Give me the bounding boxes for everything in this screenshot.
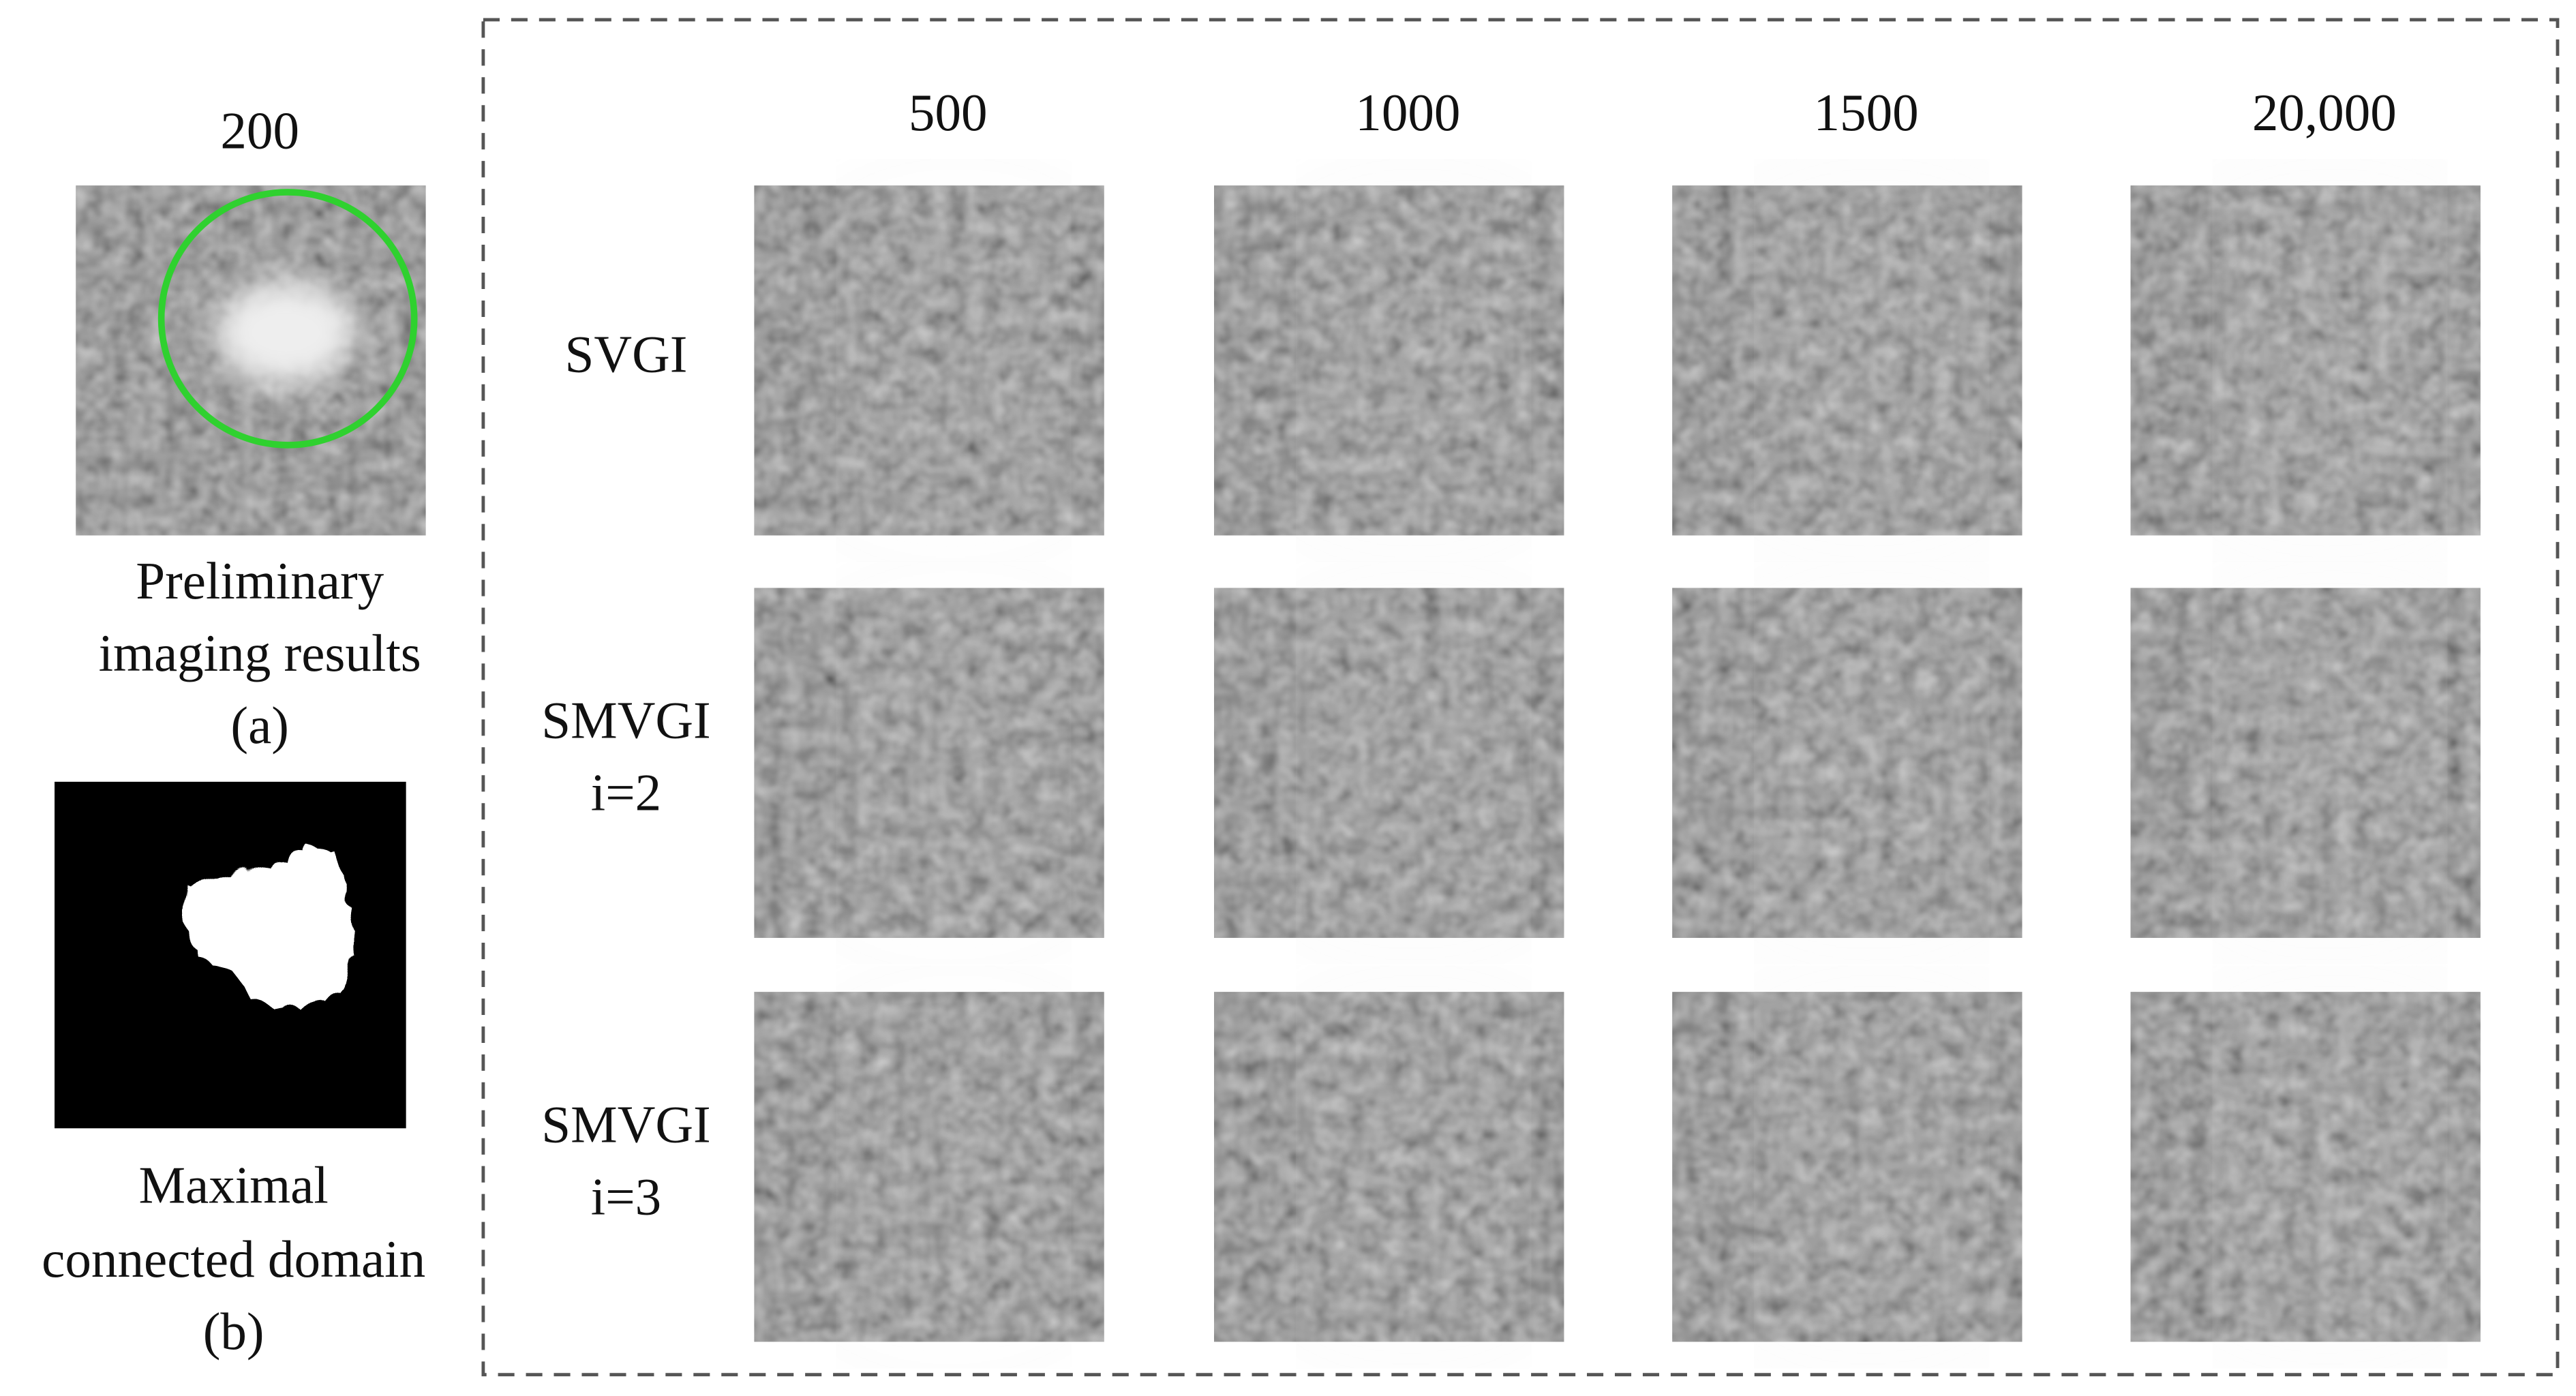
reconstruction-image (2130, 185, 2481, 536)
panel-a-caption: Preliminary (136, 551, 384, 610)
reconstruction-image (1672, 588, 2022, 938)
object-glow (1339, 637, 1487, 889)
panel-b-caption: Maximal (138, 1156, 328, 1215)
row-label: SMVGI (541, 691, 710, 750)
panel-a-label: (a) (230, 696, 289, 755)
column-header: 1500 (1814, 83, 1919, 142)
column-header: 500 (909, 83, 988, 142)
object-glow (1339, 1041, 1487, 1293)
object-glow (2256, 234, 2404, 487)
mask-blob (177, 837, 349, 1005)
column-header: 20,000 (2252, 83, 2397, 142)
region-circle (157, 189, 418, 449)
reconstruction-image (1214, 992, 1564, 1342)
column-header: 1000 (1355, 83, 1460, 142)
row-label: i=3 (591, 1167, 661, 1226)
reconstruction-image (754, 992, 1104, 1342)
panel-a-header: 200 (220, 102, 299, 160)
panel-b-label: (b) (203, 1302, 264, 1361)
object-glow (1798, 637, 1945, 889)
object-glow (880, 637, 1027, 889)
object-glow (880, 1041, 1027, 1293)
row-label: SMVGI (541, 1095, 710, 1153)
reconstruction-image (1672, 992, 2022, 1342)
object-glow (2256, 1041, 2404, 1293)
dashed-frame (481, 18, 2560, 1377)
reconstruction-image (1214, 588, 1564, 938)
panel-b-caption: connected domain (42, 1230, 425, 1288)
reconstruction-image (1214, 185, 1564, 536)
reconstruction-image (754, 185, 1104, 536)
reconstruction-image (1672, 185, 2022, 536)
row-label: i=2 (591, 763, 661, 822)
object-glow (215, 279, 356, 385)
object-glow (2256, 637, 2404, 889)
reconstruction-image (2130, 992, 2481, 1342)
object-glow (880, 234, 1027, 487)
object-glow (1798, 1041, 1945, 1293)
panel-a-caption: imaging results (99, 624, 421, 682)
reconstruction-image (2130, 588, 2481, 938)
row-label: SVGI (565, 324, 688, 383)
object-glow (1339, 234, 1487, 487)
reconstruction-image (754, 588, 1104, 938)
reconstruction-image (76, 185, 426, 536)
object-glow (1798, 234, 1945, 487)
